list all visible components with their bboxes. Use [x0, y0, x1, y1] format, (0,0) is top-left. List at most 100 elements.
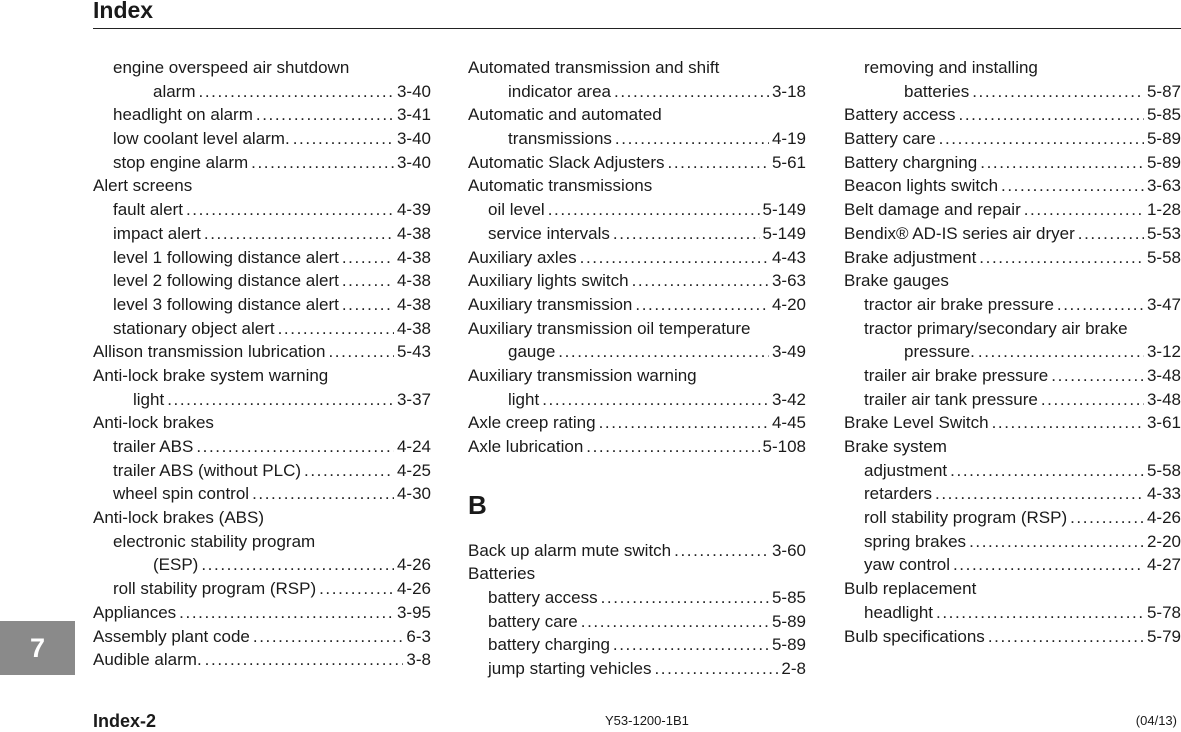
index-entry-text: Audible alarm.	[93, 650, 202, 670]
index-entry-text: Brake Level Switch	[844, 413, 989, 433]
index-entry: Auxiliary axles 4-43	[468, 246, 806, 270]
index-entry-text: Beacon lights switch	[844, 176, 999, 196]
index-entry: Anti-lock brakes (ABS)	[93, 506, 431, 530]
index-entry-page: 3-41	[396, 105, 431, 125]
index-entry: tractor primary/secondary air brake	[844, 317, 1181, 341]
index-entry-page: 2-20	[1146, 531, 1181, 551]
index-entry-text: trailer air brake pressure	[864, 365, 1049, 385]
index-entry-page: 4-38	[396, 223, 431, 243]
dot-leader	[199, 80, 394, 104]
dot-leader	[548, 198, 760, 222]
index-entry-text: level 3 following distance alert	[113, 294, 339, 314]
index-entry-text: Battery care	[844, 129, 936, 149]
index-entry-text: jump starting vehicles	[488, 659, 652, 679]
index-entry-page: 4-39	[396, 200, 431, 220]
index-entry-page: 5-85	[771, 588, 806, 608]
index-entry: trailer ABS 4-24	[93, 435, 431, 459]
index-entry-text: Auxiliary transmission	[468, 294, 633, 314]
index-entry-text: Brake gauges	[844, 271, 949, 291]
index-entry-page: 3-48	[1146, 365, 1181, 385]
index-entry-text: Automated transmission and shift	[468, 58, 720, 77]
index-entry-text: retarders	[864, 484, 933, 504]
page-title: Index	[93, 0, 154, 23]
index-entry-page: 3-18	[771, 81, 806, 101]
dot-leader	[252, 482, 394, 506]
index-entry-page: 3-48	[1146, 389, 1181, 409]
index-entry: retarders 4-33	[844, 482, 1181, 506]
index-entry: Brake gauges	[844, 269, 1181, 293]
index-entry-page: 5-61	[771, 152, 806, 172]
index-entry: Battery access 5-85	[844, 103, 1181, 127]
index-entry-text: Anti-lock brake system warning	[93, 365, 329, 385]
index-entry: Beacon lights switch 3-63	[844, 174, 1181, 198]
index-list-b: Back up alarm mute switch3-60Batteriesba…	[468, 539, 806, 681]
dot-leader	[935, 482, 1144, 506]
dot-leader	[1070, 506, 1144, 530]
index-entry-text: roll stability program (RSP)	[864, 508, 1068, 528]
index-entry: trailer air brake pressure 3-48	[844, 364, 1181, 388]
index-entry-text: Assembly plant code	[93, 626, 250, 646]
index-entry-page: 5-78	[1146, 602, 1181, 622]
index-entry-page: 6-3	[406, 626, 431, 646]
dot-leader	[939, 127, 1144, 151]
index-entry-page: 3-37	[396, 389, 431, 409]
index-entry: Belt damage and repair 1-28	[844, 198, 1181, 222]
index-entry-text: gauge	[508, 342, 556, 362]
dot-leader	[654, 657, 778, 681]
index-entry-text: Brake system	[844, 437, 947, 456]
dot-leader	[1024, 198, 1144, 222]
index-entry: Brake Level Switch 3-61	[844, 411, 1181, 435]
dot-leader	[328, 340, 394, 364]
index-entry-text: trailer ABS	[113, 437, 194, 456]
index-entry-text: headlight	[864, 602, 934, 622]
index-entry-text: Battery access	[844, 105, 956, 125]
index-entry: adjustment 5-58	[844, 459, 1181, 483]
index-entry-page: 5-108	[762, 437, 806, 456]
index-entry: level 3 following distance alert 4-38	[93, 293, 431, 317]
footer-date: (04/13)	[1135, 713, 1177, 728]
dot-leader	[953, 553, 1144, 577]
index-entry-text: tractor air brake pressure	[864, 294, 1054, 314]
dot-leader	[615, 127, 769, 151]
dot-leader	[342, 293, 394, 317]
index-entry: impact alert 4-38	[93, 222, 431, 246]
index-entry: Brake adjustment 5-58	[844, 246, 1181, 270]
index-entry-page: 4-25	[396, 460, 431, 480]
index-entry-text: battery charging	[488, 635, 610, 655]
index-entry-page: 5-149	[762, 200, 806, 220]
index-entry: Bendix® AD-IS series air dryer 5-53	[844, 222, 1181, 246]
index-entry-text: wheel spin control	[113, 484, 250, 504]
index-entry: alarm 3-40	[93, 80, 431, 104]
index-entry: service intervals 5-149	[468, 222, 806, 246]
dot-leader	[251, 151, 394, 175]
dot-leader	[319, 577, 394, 601]
index-entry-text: Alert screens	[93, 176, 193, 196]
section-letter: B	[468, 489, 487, 520]
index-entry: trailer ABS (without PLC) 4-25	[93, 459, 431, 483]
index-entry: stop engine alarm 3-40	[93, 151, 431, 175]
index-entry-page: 3-12	[1146, 342, 1181, 362]
index-entry-text: Axle creep rating	[468, 413, 596, 433]
index-entry: headlight on alarm 3-41	[93, 103, 431, 127]
index-entry: Battery care 5-89	[844, 127, 1181, 151]
dot-leader	[1051, 364, 1144, 388]
index-entry: level 1 following distance alert 4-38	[93, 246, 431, 270]
index-entry-text: light	[508, 389, 540, 409]
index-entry: Alert screens	[93, 174, 431, 198]
footer-doc-code: Y53-1200-1B1	[605, 713, 689, 728]
index-entry-text: stop engine alarm	[113, 152, 249, 172]
index-entry-text: stationary object alert	[113, 318, 275, 338]
index-entry-text: Auxiliary lights switch	[468, 271, 629, 291]
index-entry-page: 4-43	[771, 247, 806, 267]
dot-leader	[599, 411, 769, 435]
index-entry: battery access 5-85	[468, 586, 806, 610]
index-entry: Axle lubrication 5-108	[468, 435, 806, 459]
index-entry-text: Automatic Slack Adjusters	[468, 152, 665, 172]
index-entry-text: Appliances	[93, 602, 177, 622]
index-entry: Battery chargning 5-89	[844, 151, 1181, 175]
dot-leader	[201, 553, 394, 577]
dot-leader	[342, 246, 394, 270]
index-entry: light 3-42	[468, 388, 806, 412]
index-entry-text: Automatic transmissions	[468, 176, 653, 196]
dot-leader	[950, 459, 1144, 483]
